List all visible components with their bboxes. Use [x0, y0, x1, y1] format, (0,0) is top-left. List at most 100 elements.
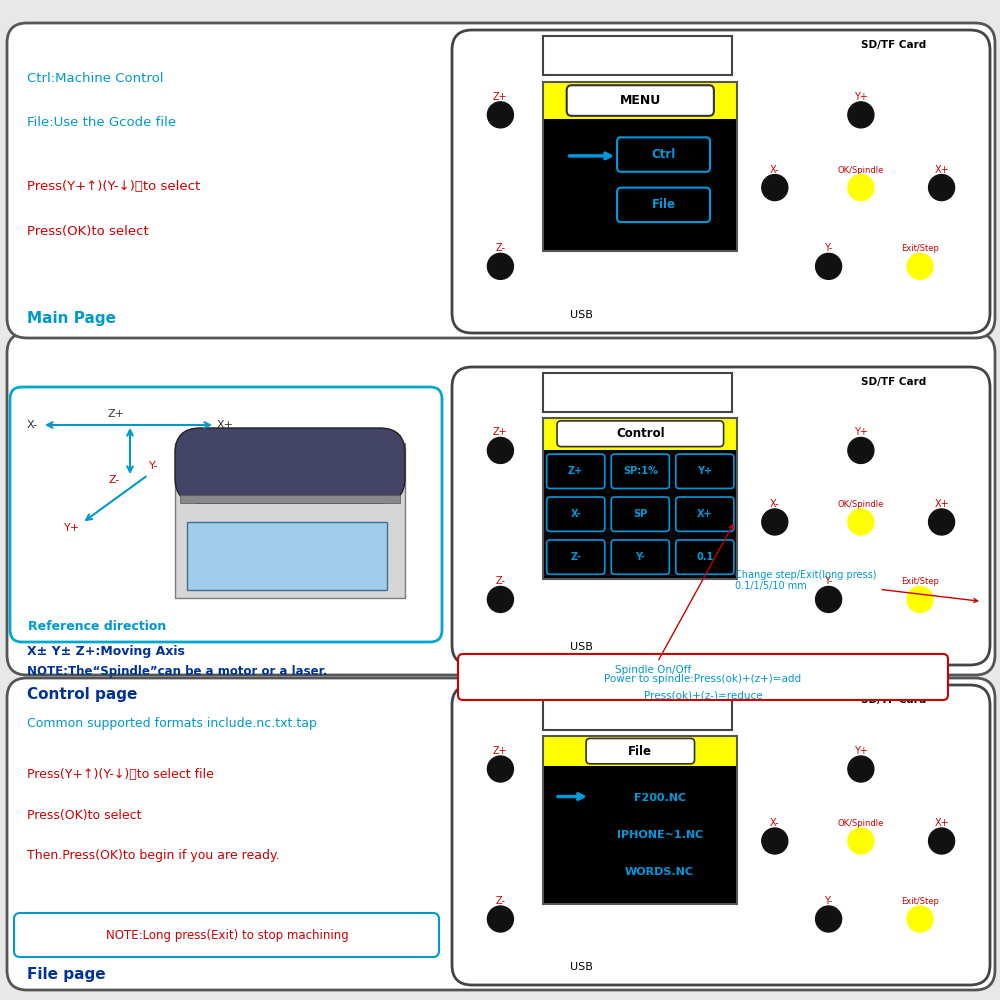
Text: OK/Spindle: OK/Spindle — [838, 166, 884, 175]
Text: Control: Control — [616, 427, 665, 440]
Circle shape — [929, 509, 955, 535]
Bar — [543, 119, 737, 251]
Text: SP:1%: SP:1% — [623, 466, 658, 476]
Bar — [543, 373, 732, 412]
Text: USB: USB — [570, 642, 593, 652]
Text: Z-: Z- — [495, 896, 505, 906]
Circle shape — [487, 586, 513, 612]
Text: X-: X- — [570, 509, 581, 519]
Circle shape — [816, 253, 842, 279]
FancyBboxPatch shape — [676, 454, 734, 488]
Text: Ctrl: Ctrl — [651, 148, 676, 161]
Text: Y+: Y+ — [854, 92, 868, 102]
Circle shape — [848, 509, 874, 535]
FancyBboxPatch shape — [7, 678, 995, 990]
Text: NOTE:The“Spindle”can be a motor or a laser.: NOTE:The“Spindle”can be a motor or a las… — [27, 666, 328, 678]
Text: Y-: Y- — [149, 461, 159, 471]
FancyBboxPatch shape — [611, 454, 669, 488]
Bar — [175, 443, 405, 598]
Text: IPHONE~1.NC: IPHONE~1.NC — [617, 830, 703, 840]
Text: USB: USB — [570, 310, 593, 320]
Bar — [543, 691, 732, 730]
Bar — [543, 450, 737, 579]
Text: X-: X- — [770, 818, 780, 828]
Text: Power to spindle:Press(ok)+(z+)=add: Power to spindle:Press(ok)+(z+)=add — [604, 674, 802, 684]
Text: X-: X- — [26, 420, 38, 430]
Bar — [543, 736, 737, 766]
Text: Press(ok)+(z-)=reduce: Press(ok)+(z-)=reduce — [644, 691, 762, 701]
Circle shape — [487, 102, 513, 128]
Text: Z-: Z- — [570, 552, 581, 562]
Circle shape — [929, 175, 955, 201]
FancyBboxPatch shape — [547, 497, 605, 531]
FancyBboxPatch shape — [175, 428, 405, 503]
Circle shape — [487, 756, 513, 782]
Text: Z-: Z- — [108, 475, 120, 485]
FancyBboxPatch shape — [557, 421, 724, 447]
FancyBboxPatch shape — [611, 497, 669, 531]
Text: Z+: Z+ — [493, 427, 508, 437]
Text: Press(OK)to select: Press(OK)to select — [27, 808, 142, 822]
Text: Z+: Z+ — [493, 92, 508, 102]
Text: File page: File page — [27, 968, 106, 982]
FancyBboxPatch shape — [452, 685, 990, 985]
FancyBboxPatch shape — [452, 367, 990, 665]
Text: OK/Spindle: OK/Spindle — [838, 500, 884, 509]
FancyBboxPatch shape — [458, 654, 948, 700]
Circle shape — [816, 586, 842, 612]
FancyBboxPatch shape — [10, 387, 442, 642]
Text: NOTE:Long press(Exit) to stop machining: NOTE:Long press(Exit) to stop machining — [106, 928, 348, 942]
Text: File: File — [652, 198, 676, 211]
Circle shape — [848, 437, 874, 463]
Text: X± Y± Z+:Moving Axis: X± Y± Z+:Moving Axis — [27, 646, 185, 658]
Circle shape — [848, 828, 874, 854]
Text: X+: X+ — [934, 818, 949, 828]
Circle shape — [487, 437, 513, 463]
Text: File: File — [628, 745, 652, 758]
Text: Press(OK)to select: Press(OK)to select — [27, 225, 149, 237]
Text: SD/TF Card: SD/TF Card — [861, 40, 926, 50]
Text: X+: X+ — [934, 499, 949, 509]
FancyBboxPatch shape — [14, 913, 439, 957]
Text: Control page: Control page — [27, 687, 137, 702]
Bar — [543, 766, 737, 904]
Text: Y-: Y- — [824, 243, 833, 253]
Circle shape — [907, 586, 933, 612]
Text: Y-: Y- — [635, 552, 645, 562]
Circle shape — [816, 906, 842, 932]
Text: SD/TF Card: SD/TF Card — [861, 377, 926, 387]
Text: F200.NC: F200.NC — [634, 793, 686, 803]
Text: Press(Y+↑)(Y-↓)　to select: Press(Y+↑)(Y-↓) to select — [27, 180, 200, 192]
Text: SP: SP — [633, 509, 647, 519]
Circle shape — [762, 175, 788, 201]
FancyBboxPatch shape — [567, 85, 714, 116]
Text: X+: X+ — [216, 420, 234, 430]
FancyBboxPatch shape — [617, 188, 710, 222]
Text: Y-: Y- — [824, 896, 833, 906]
Text: File:Use the Gcode file: File:Use the Gcode file — [27, 116, 176, 129]
FancyBboxPatch shape — [676, 540, 734, 574]
Circle shape — [762, 828, 788, 854]
Text: Ctrl:Machine Control: Ctrl:Machine Control — [27, 72, 164, 85]
Text: Y+: Y+ — [854, 427, 868, 437]
Text: Z+: Z+ — [108, 409, 125, 419]
Circle shape — [848, 175, 874, 201]
Text: X-: X- — [770, 499, 780, 509]
FancyBboxPatch shape — [452, 30, 990, 333]
Text: X+: X+ — [697, 509, 713, 519]
Text: Press(Y+↑)(Y-↓)　to select file: Press(Y+↑)(Y-↓) to select file — [27, 768, 214, 782]
FancyBboxPatch shape — [617, 137, 710, 172]
Text: Z-: Z- — [495, 576, 505, 586]
Text: WORDS.NC: WORDS.NC — [625, 867, 694, 877]
Circle shape — [762, 509, 788, 535]
FancyBboxPatch shape — [611, 540, 669, 574]
Text: Reference direction: Reference direction — [28, 620, 166, 634]
Text: Spindle On/Off: Spindle On/Off — [615, 525, 733, 675]
Text: MENU: MENU — [620, 94, 661, 107]
Bar — [543, 36, 732, 75]
Text: Y+: Y+ — [854, 746, 868, 756]
Text: Y+: Y+ — [64, 523, 80, 533]
Text: OK/Spindle: OK/Spindle — [838, 819, 884, 828]
Circle shape — [929, 828, 955, 854]
Bar — [543, 736, 737, 904]
